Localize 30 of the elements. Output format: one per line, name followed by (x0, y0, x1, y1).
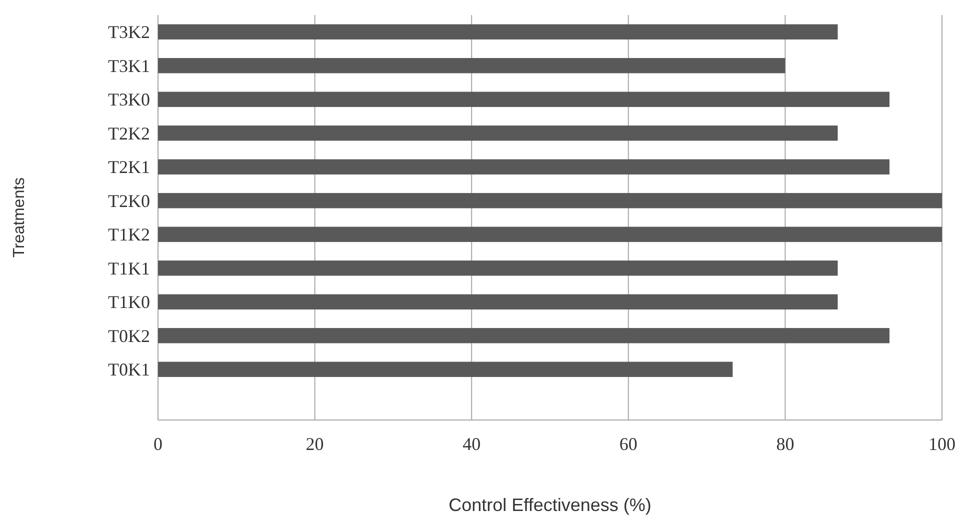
x-tick-label: 40 (462, 434, 481, 454)
y-tick-label: T2K2 (108, 123, 150, 144)
bar (158, 328, 890, 344)
bar (158, 24, 838, 40)
y-tick-label: T1K2 (108, 224, 150, 245)
x-tick-label: 80 (776, 434, 794, 454)
x-tick-label: 20 (306, 434, 324, 454)
bar (158, 193, 942, 208)
y-tick-label: T0K2 (108, 326, 150, 346)
x-axis-title: Control Effectiveness (%) (448, 495, 652, 515)
y-tick-label: T0K1 (108, 360, 150, 380)
x-tick-label: 0 (154, 434, 162, 454)
bar (158, 226, 942, 242)
bar (158, 362, 733, 377)
y-tick-label: T3K2 (108, 22, 150, 42)
y-tick-label: T3K0 (108, 90, 150, 110)
y-tick-label: T3K1 (108, 56, 150, 76)
bar (158, 58, 786, 74)
bar (158, 92, 890, 107)
x-tick-label: 100 (928, 434, 956, 454)
bar (158, 126, 838, 141)
y-tick-label: T1K0 (108, 292, 150, 312)
bar (158, 260, 838, 276)
y-axis-title: Treatments (11, 177, 28, 258)
bar (158, 159, 890, 174)
y-tick-label: T1K1 (108, 258, 150, 278)
y-tick-label: T2K1 (108, 157, 150, 178)
y-tick-label: T2K0 (108, 190, 150, 211)
bar (158, 294, 838, 310)
x-tick-label: 60 (619, 434, 638, 454)
